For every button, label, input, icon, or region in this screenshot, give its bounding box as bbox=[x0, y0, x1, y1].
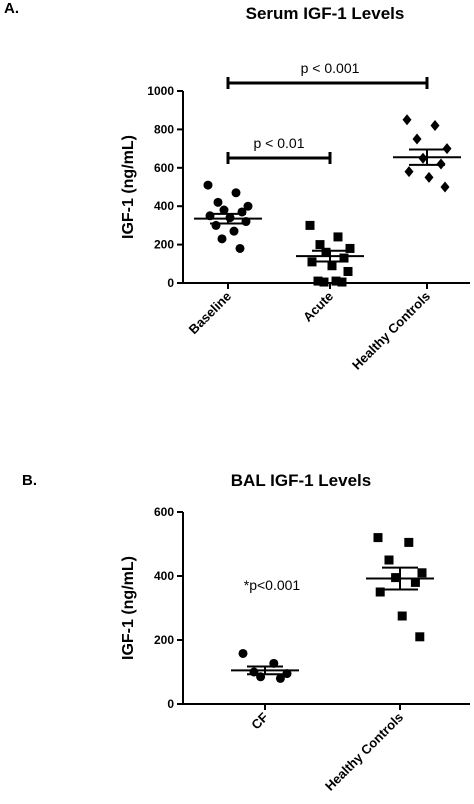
data-point bbox=[404, 166, 414, 178]
data-point bbox=[440, 181, 450, 193]
data-point bbox=[345, 243, 355, 253]
data-point bbox=[424, 171, 434, 183]
data-point bbox=[442, 143, 452, 155]
y-tick-label: 0 bbox=[167, 697, 174, 711]
y-tick-label: 600 bbox=[154, 505, 174, 519]
data-point bbox=[203, 180, 213, 190]
data-point bbox=[217, 234, 227, 244]
data-point bbox=[235, 243, 245, 253]
y-axis-label: IGF-1 (ng/mL) bbox=[120, 135, 137, 239]
data-point bbox=[321, 247, 331, 257]
data-point bbox=[410, 577, 420, 587]
y-tick-label: 400 bbox=[154, 199, 174, 213]
y-tick-label: 200 bbox=[154, 238, 174, 252]
data-point bbox=[243, 201, 253, 211]
data-point bbox=[375, 587, 385, 597]
data-point bbox=[211, 220, 221, 230]
data-point bbox=[373, 533, 383, 543]
data-point bbox=[333, 232, 343, 242]
data-point bbox=[305, 220, 315, 230]
data-point bbox=[417, 568, 427, 578]
data-point bbox=[231, 188, 241, 198]
y-tick-label: 0 bbox=[167, 276, 174, 290]
chart-title: BAL IGF-1 Levels bbox=[231, 471, 371, 490]
data-point bbox=[412, 133, 422, 145]
data-point bbox=[384, 555, 394, 565]
data-point bbox=[313, 276, 323, 286]
x-tick-label: Healthy Controls bbox=[322, 710, 406, 794]
data-point bbox=[219, 205, 229, 215]
y-tick-label: 200 bbox=[154, 633, 174, 647]
data-point bbox=[213, 197, 223, 207]
data-point bbox=[275, 673, 285, 683]
y-tick-label: 800 bbox=[154, 122, 174, 136]
x-tick-label: Baseline bbox=[186, 289, 234, 337]
significance-label: p < 0.01 bbox=[254, 135, 305, 151]
data-point bbox=[339, 253, 349, 263]
data-point bbox=[319, 277, 329, 287]
data-point bbox=[315, 240, 325, 250]
data-point bbox=[343, 266, 353, 276]
data-point bbox=[331, 276, 341, 286]
x-tick-label: CF bbox=[248, 709, 271, 732]
panel-label: B. bbox=[22, 472, 37, 489]
x-tick-label: Acute bbox=[300, 289, 336, 325]
panel-label: A. bbox=[4, 0, 19, 17]
y-tick-label: 1000 bbox=[147, 84, 174, 98]
data-point bbox=[402, 114, 412, 126]
data-point bbox=[404, 537, 414, 547]
data-point bbox=[430, 120, 440, 132]
chart-panel-a: A. Serum IGF-1 Levels 0 200 400 600 800 1000 IGF… bbox=[4, 0, 470, 373]
data-point bbox=[229, 226, 239, 236]
significance-label: p < 0.001 bbox=[301, 60, 360, 76]
y-tick-label: 600 bbox=[154, 161, 174, 175]
data-point bbox=[238, 648, 248, 658]
y-tick-label: 400 bbox=[154, 569, 174, 583]
data-point bbox=[237, 207, 247, 217]
chart-title: Serum IGF-1 Levels bbox=[246, 4, 405, 23]
y-axis-label: IGF-1 (ng/mL) bbox=[120, 556, 137, 660]
data-point bbox=[415, 632, 425, 642]
significance-label: *p<0.001 bbox=[244, 577, 301, 593]
x-tick-label: Healthy Controls bbox=[349, 289, 433, 373]
data-point bbox=[397, 611, 407, 621]
data-point bbox=[327, 261, 337, 271]
chart-panel-b: B. BAL IGF-1 Levels 0 200 400 600 IGF-1 (ng/mL… bbox=[22, 471, 470, 794]
data-point bbox=[337, 277, 347, 287]
